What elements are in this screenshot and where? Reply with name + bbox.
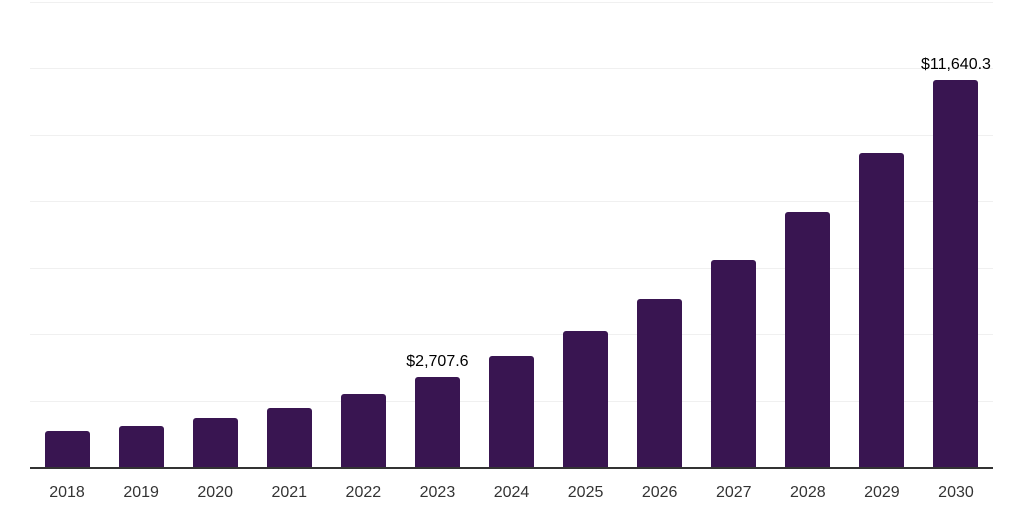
x-tick-2019: 2019	[123, 484, 159, 501]
bar-2025	[563, 330, 609, 467]
x-tick-2025: 2025	[567, 484, 604, 501]
x-tick-2018: 2018	[49, 484, 85, 501]
x-axis-labels: 2018 2019 2020 2021 2022 2023 2024 2025 2026 2027…	[30, 484, 993, 502]
bar-2018	[44, 431, 90, 467]
bar-2027	[711, 260, 757, 467]
gridline-12000	[30, 68, 993, 70]
x-tick-2030: 2030	[938, 484, 974, 501]
bar-2028	[785, 212, 831, 467]
x-tick-2021: 2021	[271, 484, 308, 501]
bar-2019	[118, 426, 164, 467]
value-label-2023: $2,707.6	[406, 353, 469, 371]
bar-2030	[933, 80, 979, 467]
x-tick-2022: 2022	[345, 484, 382, 501]
bar-2026	[637, 298, 683, 467]
x-tick-2023: 2023	[419, 484, 456, 501]
x-tick-2028: 2028	[790, 484, 826, 501]
gridline-14000	[30, 2, 993, 3]
x-tick-2024: 2024	[493, 484, 530, 501]
x-tick-2027: 2027	[715, 484, 752, 501]
gridline-4000	[30, 334, 993, 336]
gridline-10000	[30, 134, 993, 136]
x-tick-2020: 2020	[197, 484, 233, 501]
bar-2029	[859, 153, 905, 467]
bar-2020	[192, 417, 238, 467]
bar-2021	[266, 407, 312, 467]
x-axis-line	[30, 467, 993, 469]
bar-2024	[489, 356, 534, 467]
gridline-8000	[30, 201, 993, 203]
x-tick-2029: 2029	[864, 484, 900, 501]
bar-2022	[340, 394, 386, 467]
value-label-2030: $11,640.3	[920, 56, 991, 74]
x-tick-2026: 2026	[641, 484, 678, 501]
gridline-6000	[30, 267, 993, 269]
plot-area: $2,707.6 $11,640.3	[30, 2, 993, 469]
bar-2023	[414, 377, 460, 467]
